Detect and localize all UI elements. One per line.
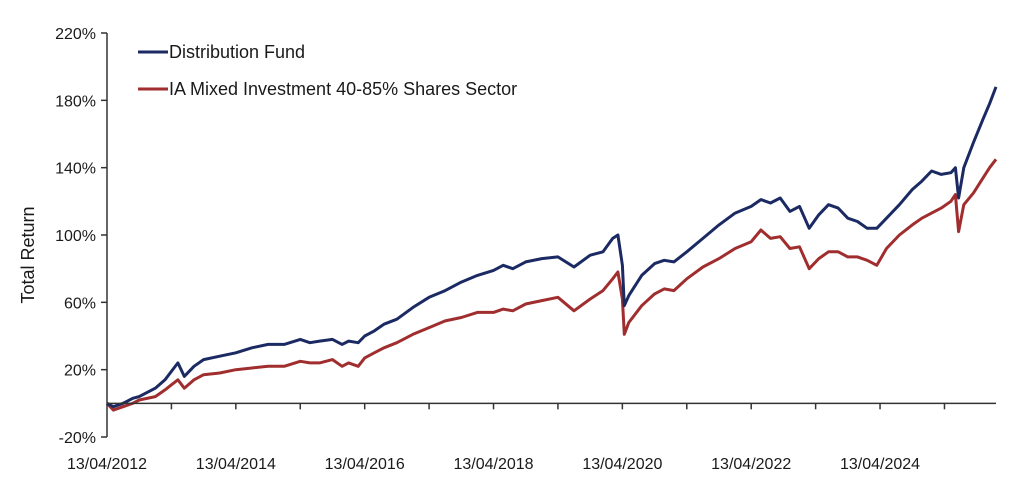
y-tick-label: 60%: [64, 295, 96, 312]
y-tick-label: 20%: [64, 363, 96, 380]
y-tick-label: 220%: [55, 26, 96, 43]
y-ticks: -20% 20% 60% 100% 140% 180% 220%: [55, 26, 107, 447]
y-tick-label: 140%: [55, 161, 96, 178]
legend: Distribution Fund IA Mixed Investment 40…: [138, 42, 517, 99]
x-tick-label: 13/04/2020: [582, 456, 662, 473]
y-tick-label: -20%: [59, 430, 96, 447]
x-tick-label: 13/04/2022: [711, 456, 791, 473]
x-tick-label: 13/04/2024: [840, 456, 920, 473]
legend-label-ia-sector: IA Mixed Investment 40-85% Shares Sector: [169, 79, 517, 99]
y-tick-label: 100%: [55, 228, 96, 245]
legend-label-distribution-fund: Distribution Fund: [169, 42, 305, 62]
series-line-distribution-fund: [106, 86, 998, 409]
x-ticks: 13/04/2012 13/04/2014 13/04/2016 13/04/2018…: [67, 403, 946, 473]
x-tick-label: 13/04/2016: [325, 456, 405, 473]
plot-lines: [105, 86, 998, 412]
x-tick-label: 13/04/2014: [196, 456, 276, 473]
y-tick-label: 180%: [55, 93, 96, 110]
series-line-ia-sector: [105, 158, 998, 412]
x-tick-label: 13/04/2018: [453, 456, 533, 473]
x-tick-label: 13/04/2012: [67, 456, 147, 473]
y-axis-title: Total Return: [18, 206, 38, 303]
